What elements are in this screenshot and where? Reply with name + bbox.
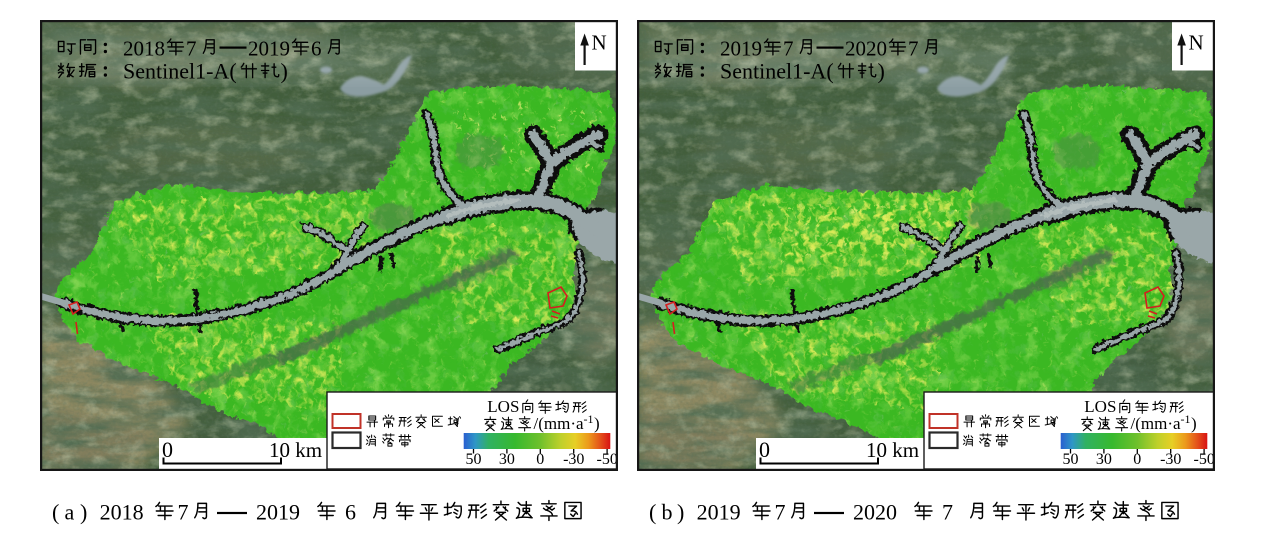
svg-text:0: 0 [1133, 451, 1141, 468]
svg-text:50: 50 [1063, 451, 1079, 468]
svg-text:N: N [592, 31, 607, 55]
svg-text:-1: -1 [584, 412, 594, 426]
svg-text:2018: 2018 [100, 500, 144, 525]
svg-text:): ) [1191, 414, 1197, 433]
svg-text:): ) [878, 59, 885, 84]
svg-text:7: 7 [942, 500, 953, 525]
svg-text:2019: 2019 [720, 37, 762, 61]
svg-text:7: 7 [908, 37, 919, 61]
svg-text:LOS: LOS [487, 397, 519, 416]
svg-text:50: 50 [466, 451, 482, 468]
svg-text:2019: 2019 [256, 500, 300, 525]
svg-text:b: b [662, 500, 673, 525]
svg-text:): ) [80, 500, 87, 525]
svg-text:7: 7 [783, 37, 794, 61]
svg-text:Sentinel1-A(: Sentinel1-A( [123, 59, 237, 84]
svg-text:-50: -50 [597, 451, 618, 468]
svg-text:30: 30 [499, 451, 515, 468]
svg-text:N: N [1189, 31, 1204, 55]
svg-text:10 km: 10 km [866, 438, 919, 462]
svg-text:-30: -30 [1160, 451, 1181, 468]
svg-text:-30: -30 [563, 451, 584, 468]
svg-text:2020: 2020 [845, 37, 887, 61]
svg-text:6: 6 [311, 37, 322, 61]
svg-text:/(mm·a: /(mm·a [1131, 414, 1181, 433]
svg-text:6: 6 [345, 500, 356, 525]
svg-text:a: a [65, 500, 75, 525]
svg-text:0: 0 [759, 437, 770, 462]
svg-text:30: 30 [1096, 451, 1112, 468]
svg-text:-1: -1 [1181, 412, 1191, 426]
svg-text:2020: 2020 [853, 500, 897, 525]
svg-text:10 km: 10 km [269, 438, 322, 462]
svg-text:): ) [677, 500, 684, 525]
svg-text:): ) [281, 59, 288, 84]
svg-text:-50: -50 [1194, 451, 1215, 468]
svg-text:(: ( [52, 500, 59, 525]
svg-text:/(mm·a: /(mm·a [534, 414, 584, 433]
svg-text:Sentinel1-A(: Sentinel1-A( [720, 59, 834, 84]
svg-text:7: 7 [775, 500, 786, 525]
svg-text:2019: 2019 [697, 500, 741, 525]
svg-text:0: 0 [162, 437, 173, 462]
svg-text:LOS: LOS [1084, 397, 1116, 416]
svg-text:7: 7 [178, 500, 189, 525]
svg-text:2018: 2018 [123, 37, 165, 61]
svg-text:7: 7 [186, 37, 197, 61]
svg-text:): ) [594, 414, 600, 433]
svg-text:(: ( [649, 500, 656, 525]
svg-text:2019: 2019 [248, 37, 290, 61]
svg-text:0: 0 [536, 451, 544, 468]
